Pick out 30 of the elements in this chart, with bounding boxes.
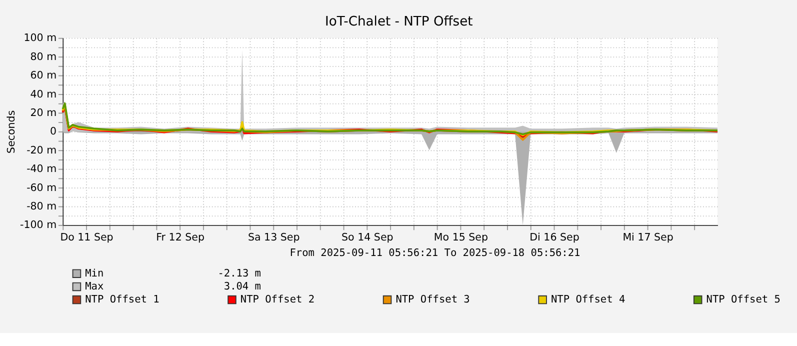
y-tick-label: -60 m (26, 182, 57, 194)
x-tick-label: Di 16 Sep (530, 231, 580, 244)
x-tick-label: So 14 Sep (342, 231, 394, 244)
x-tick-label: Do 11 Sep (60, 231, 114, 244)
y-tick-label: -80 m (26, 200, 57, 213)
y-tick-label: 20 m (30, 106, 57, 119)
legend-label: NTP Offset 1 (85, 294, 160, 306)
legend-label: NTP Offset 3 (396, 294, 470, 306)
y-tick-label: -100 m (20, 219, 57, 232)
legend-label: Max (85, 280, 104, 293)
y-tick-label: 0 (50, 126, 57, 138)
chart-title: IoT-Chalet - NTP Offset (325, 14, 473, 30)
y-tick-label: 80 m (30, 50, 57, 63)
y-tick-label: 40 m (30, 88, 57, 100)
x-tick-label: Mi 17 Sep (622, 231, 674, 244)
y-tick-label: -40 m (26, 163, 57, 176)
y-tick-label: 60 m (30, 70, 57, 82)
legend-label: NTP Offset 4 (550, 294, 626, 306)
text: -2.13 m (218, 267, 261, 280)
legend-label: Min (85, 267, 104, 280)
x-tick-label: Mo 15 Sep (434, 231, 488, 244)
text: 3.04 m (224, 280, 261, 293)
text: From 2025-09-11 05:56:21 To 2025-09-18 05:56:21 (290, 246, 580, 259)
legend-label: NTP Offset 2 (240, 294, 315, 306)
x-tick-label: Sa 13 Sep (248, 231, 300, 244)
x-tick-label: Fr 12 Sep (156, 231, 204, 244)
y-tick-label: 100 m (24, 32, 57, 44)
legend-label: NTP Offset 5 (706, 294, 780, 306)
y-tick-label: -20 m (26, 144, 57, 156)
y-axis-title: Seconds (5, 110, 18, 154)
